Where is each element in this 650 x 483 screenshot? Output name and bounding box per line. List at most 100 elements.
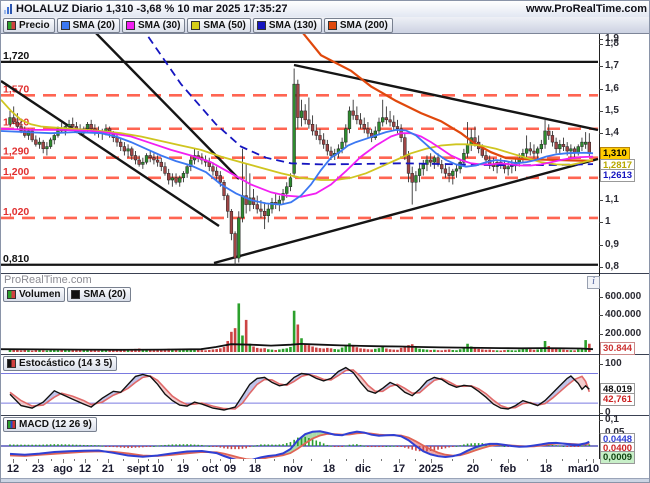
time-tick-minor [311, 459, 312, 461]
time-label: oct [201, 463, 219, 475]
time-tick-minor [490, 459, 492, 461]
time-label: 12 [78, 463, 92, 475]
time-tick [255, 459, 256, 463]
legend-label: SMA (20) [83, 289, 126, 300]
price-tick-label: 1,8 [605, 38, 619, 49]
time-tick [210, 459, 211, 463]
time-tick [293, 459, 294, 463]
time-tick-minor [415, 459, 416, 461]
line-color-swatch [60, 20, 70, 30]
svg-text:0,810: 0,810 [3, 253, 29, 265]
legend-label: SMA (50) [203, 19, 246, 31]
line-color-swatch [256, 20, 266, 30]
time-label: 20 [466, 463, 480, 475]
macd-tick-label: 0,1 [605, 413, 619, 425]
time-label: 17 [392, 463, 406, 475]
time-label: 10 [151, 463, 165, 475]
stoch-tick-label: 100 [605, 357, 622, 369]
time-tick-minor [562, 459, 563, 461]
time-tick-minor [381, 459, 382, 461]
time-label: 19 [176, 463, 190, 475]
stochastic-icon [7, 359, 16, 368]
time-tick-minor [96, 459, 98, 461]
time-tick-minor [346, 459, 347, 461]
time-tick [363, 459, 364, 463]
time-label: nov [283, 463, 303, 475]
axis-tick [599, 267, 603, 268]
volume-tick-label: 600.000 [605, 290, 642, 302]
bottom-strip[interactable] [1, 478, 649, 482]
stochastic-chart[interactable] [1, 354, 599, 415]
svg-text:1,290: 1,290 [3, 146, 29, 158]
svg-text:1,200: 1,200 [3, 166, 29, 178]
axis-tick [599, 44, 603, 45]
price-legend-1[interactable]: SMA (20) [56, 17, 120, 33]
volume-chart[interactable] [1, 273, 599, 354]
candle-icon [7, 20, 16, 30]
time-tick [63, 459, 64, 463]
price-legend-3[interactable]: SMA (50) [187, 17, 251, 33]
time-tick [431, 459, 432, 463]
time-label: 18 [539, 463, 553, 475]
time-tick-minor [196, 459, 198, 461]
legend-label: Precio [19, 19, 50, 31]
macd-icon [7, 420, 16, 429]
time-label: 18 [322, 463, 336, 475]
stoch-value-box: 42,761 [600, 393, 636, 406]
time-tick [578, 459, 579, 463]
info-icon[interactable]: i [587, 276, 600, 289]
time-label: dic [355, 463, 371, 475]
time-label: 23 [31, 463, 45, 475]
time-tick-minor [527, 459, 528, 461]
time-label: 12 [6, 463, 20, 475]
volume-legend-1[interactable]: SMA (20) [67, 287, 131, 302]
legend-label: Volumen [19, 289, 61, 300]
price-legend-0[interactable]: Precio [3, 17, 55, 33]
stoch-legend-0[interactable]: Estocástico (14 3 5) [3, 356, 118, 371]
time-tick [546, 459, 547, 463]
line-color-swatch [71, 290, 81, 299]
axis-tick [599, 413, 603, 414]
legend-label: SMA (20) [72, 19, 115, 31]
time-tick [183, 459, 184, 463]
candle-icon [7, 290, 16, 299]
time-label: 2025 [418, 463, 444, 475]
volume-legend-0[interactable]: Volumen [3, 287, 66, 302]
time-tick [593, 459, 594, 463]
page-title: HOLALUZ Diario 1,310 -3,68 % 10 mar 2025… [16, 3, 288, 15]
volume-legend-row: Volumen SMA (20) [3, 287, 133, 302]
pane-separator [1, 273, 649, 274]
line-color-swatch [327, 20, 337, 30]
price-legend-4[interactable]: SMA (130) [252, 17, 322, 33]
price-legend-5[interactable]: SMA (200) [323, 17, 393, 33]
axis-tick [599, 88, 603, 90]
axis-tick [599, 363, 603, 365]
time-tick-minor [452, 459, 453, 461]
price-tick-label: 1,4 [605, 127, 619, 139]
time-tick [329, 459, 330, 463]
time-label: ago [53, 463, 73, 475]
time-tick [38, 459, 39, 463]
price-legend-row: Precio SMA (20) SMA (30) SMA (50) SMA (130) S… [1, 17, 649, 34]
macd-value-box: 0,0009 [600, 451, 636, 464]
time-tick [138, 459, 139, 463]
macd-legend-0[interactable]: MACD (12 26 9) [3, 417, 97, 432]
price-tick-label: 1,5 [605, 104, 619, 116]
time-tick-minor [274, 459, 275, 461]
title-bar: HOLALUZ Diario 1,310 -3,68 % 10 mar 2025… [1, 1, 649, 18]
legend-label: SMA (200) [339, 19, 388, 31]
time-tick [158, 459, 159, 463]
price-legend-2[interactable]: SMA (30) [122, 17, 186, 33]
time-tick [399, 459, 400, 463]
time-tick-minor [148, 459, 149, 461]
time-tick [508, 459, 509, 463]
time-label: 10 [586, 463, 600, 475]
svg-text:1,020: 1,020 [3, 206, 29, 218]
macd-legend-row: MACD (12 26 9) [3, 417, 99, 432]
macd-chart[interactable] [1, 415, 599, 459]
axis-tick [599, 315, 603, 317]
time-label: 09 [223, 463, 237, 475]
volume-value-box: 30.844 [600, 342, 636, 355]
